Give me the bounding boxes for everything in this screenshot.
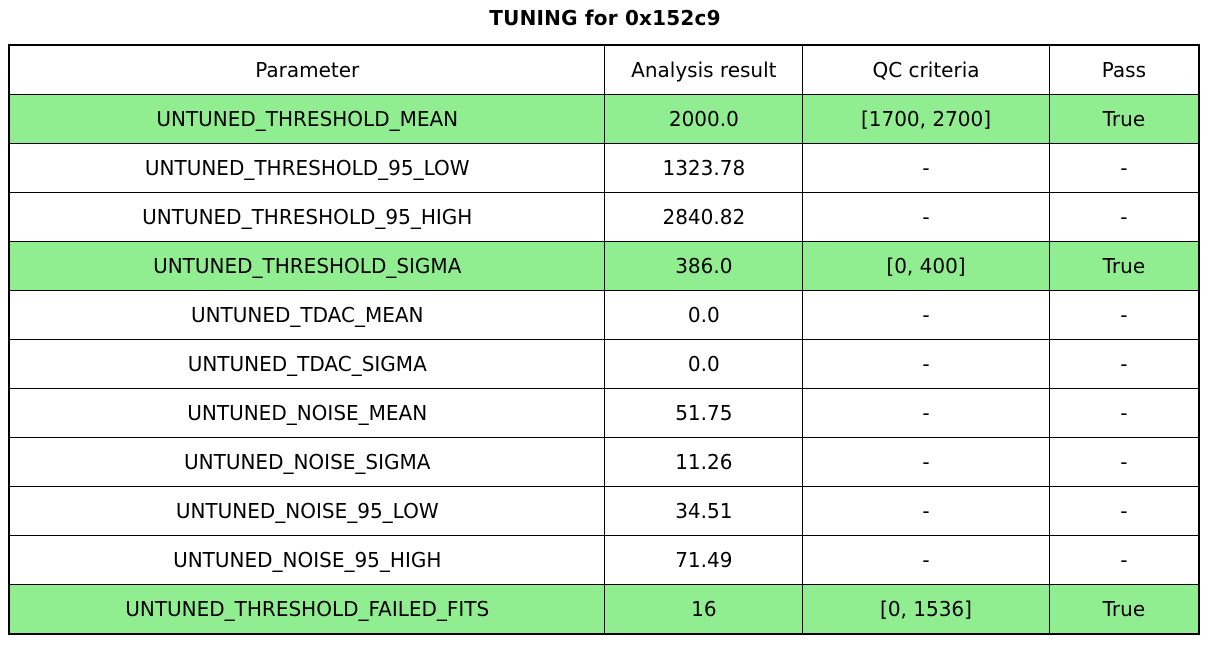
cell-parameter: UNTUNED_TDAC_SIGMA <box>8 339 606 389</box>
cell-parameter: UNTUNED_NOISE_MEAN <box>8 388 606 438</box>
cell-pass: - <box>1048 486 1200 536</box>
cell-pass: - <box>1048 192 1200 242</box>
cell-analysis-result: 0.0 <box>604 290 804 340</box>
cell-analysis-result: 386.0 <box>604 241 804 291</box>
table-row: UNTUNED_THRESHOLD_FAILED_FITS 16 [0, 1536]… <box>8 584 1200 635</box>
cell-pass: - <box>1048 437 1200 487</box>
cell-analysis-result: 51.75 <box>604 388 804 438</box>
table-row: UNTUNED_TDAC_SIGMA 0.0- - <box>8 339 1200 389</box>
cell-qc-criteria: - <box>802 388 1050 438</box>
cell-analysis-result: 71.49 <box>604 535 804 585</box>
table-row: UNTUNED_TDAC_MEAN 0.0- - <box>8 290 1200 340</box>
cell-analysis-result: 1323.78 <box>604 143 804 193</box>
cell-pass: - <box>1048 143 1200 193</box>
cell-analysis-result: 0.0 <box>604 339 804 389</box>
header-row: Parameter Analysis result QC criteria Pass <box>8 44 1200 95</box>
cell-qc-criteria: - <box>802 437 1050 487</box>
table-header: Parameter Analysis result QC criteria Pass <box>8 44 1200 95</box>
cell-parameter: UNTUNED_THRESHOLD_95_HIGH <box>8 192 606 242</box>
cell-pass: - <box>1048 535 1200 585</box>
cell-analysis-result: 2000.0 <box>604 94 804 144</box>
table-row: UNTUNED_NOISE_95_LOW 34.51- - <box>8 486 1200 536</box>
cell-analysis-result: 11.26 <box>604 437 804 487</box>
table-row: UNTUNED_NOISE_MEAN 51.75- - <box>8 388 1200 438</box>
cell-pass: - <box>1048 339 1200 389</box>
cell-parameter: UNTUNED_THRESHOLD_95_LOW <box>8 143 606 193</box>
cell-parameter: UNTUNED_NOISE_SIGMA <box>8 437 606 487</box>
table-row: UNTUNED_THRESHOLD_SIGMA 386.0 [0, 400] True <box>8 241 1200 291</box>
cell-analysis-result: 34.51 <box>604 486 804 536</box>
cell-pass: True <box>1048 94 1200 144</box>
cell-qc-criteria: [0, 400] <box>802 241 1050 291</box>
table-row: UNTUNED_THRESHOLD_95_LOW 1323.78- - <box>8 143 1200 193</box>
cell-parameter: UNTUNED_NOISE_95_LOW <box>8 486 606 536</box>
column-header-qc-criteria: QC criteria <box>802 44 1050 95</box>
column-header-parameter: Parameter <box>8 44 606 95</box>
column-header-pass: Pass <box>1048 44 1200 95</box>
table-row: UNTUNED_NOISE_SIGMA 11.26- - <box>8 437 1200 487</box>
cell-pass: True <box>1048 241 1200 291</box>
column-header-analysis-result: Analysis result <box>604 44 804 95</box>
cell-pass: - <box>1048 388 1200 438</box>
table-row: UNTUNED_THRESHOLD_MEAN 2000.0 [1700, 2700]… <box>8 94 1200 144</box>
cell-qc-criteria: [0, 1536] <box>802 584 1050 635</box>
cell-parameter: UNTUNED_TDAC_MEAN <box>8 290 606 340</box>
cell-pass: - <box>1048 290 1200 340</box>
cell-parameter: UNTUNED_THRESHOLD_SIGMA <box>8 241 606 291</box>
qc-table: Parameter Analysis result QC criteria Pass … <box>8 44 1200 635</box>
cell-parameter: UNTUNED_THRESHOLD_MEAN <box>8 94 606 144</box>
cell-parameter: UNTUNED_NOISE_95_HIGH <box>8 535 606 585</box>
cell-qc-criteria: - <box>802 535 1050 585</box>
table-body: UNTUNED_THRESHOLD_MEAN 2000.0 [1700, 2700]… <box>8 94 1200 635</box>
cell-qc-criteria: - <box>802 290 1050 340</box>
table-row: UNTUNED_NOISE_95_HIGH 71.49- - <box>8 535 1200 585</box>
cell-qc-criteria: - <box>802 486 1050 536</box>
cell-qc-criteria: [1700, 2700] <box>802 94 1050 144</box>
figure-title: TUNING for 0x152c9 <box>489 6 721 30</box>
cell-analysis-result: 16 <box>604 584 804 635</box>
cell-pass: True <box>1048 584 1200 635</box>
cell-analysis-result: 2840.82 <box>604 192 804 242</box>
cell-qc-criteria: - <box>802 192 1050 242</box>
cell-parameter: UNTUNED_THRESHOLD_FAILED_FITS <box>8 584 606 635</box>
cell-qc-criteria: - <box>802 339 1050 389</box>
table-row: UNTUNED_THRESHOLD_95_HIGH 2840.82- - <box>8 192 1200 242</box>
cell-qc-criteria: - <box>802 143 1050 193</box>
